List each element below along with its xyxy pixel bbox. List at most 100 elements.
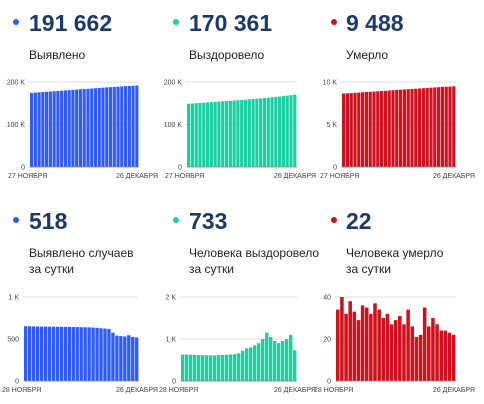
chart-bar [86,88,90,167]
chart-bar [447,332,452,381]
daily-recovered-label-line1: Человека выздоровело [189,246,320,260]
chart-bar [48,91,52,167]
chart-bar [245,348,249,381]
chart-bar [251,99,255,167]
chart-bar [357,92,361,167]
chart-bar [243,99,248,167]
chart-bar [395,89,399,167]
chart-bar [249,347,253,381]
chart-bar [414,88,418,167]
chart-bar [439,330,443,381]
y-tick-label: 100 K [7,122,26,129]
daily-died-label-line1: Человека умерло [346,246,444,260]
chart-bar [429,87,433,167]
chart-bar [194,103,198,167]
chart-bar [269,336,273,381]
chart-bar [232,100,236,167]
chart-bar [87,327,91,381]
chart-bar [352,311,357,381]
chart-bar [265,332,269,381]
chart-bar [293,94,297,167]
chart-bar [187,103,191,167]
chart-bar [270,97,274,167]
chart-bar [37,92,41,167]
chart-bar [406,89,410,167]
chart-bar [59,326,64,381]
chart-bar [383,90,387,167]
y-tick-label: 0 [21,165,25,172]
chart-bar [209,102,213,167]
y-tick-label: 500 [7,337,19,344]
chart-bar [197,354,201,381]
chart-bar [181,354,185,381]
chart-bar [127,335,131,381]
chart-bar [99,328,103,381]
chart-bar [105,87,109,167]
x-tick-label-start: 27 НОЯБРЯ [320,173,359,180]
chart-bar [198,102,202,167]
chart-bar [120,86,124,167]
chart-bar [131,85,135,167]
chart-bar [421,88,425,167]
chart-bar [185,354,189,381]
bullet-dot [173,19,179,25]
chart-bar [217,355,221,381]
x-tick-label-start: 28 НОЯБРЯ [2,387,41,394]
chart-bar [356,320,361,381]
chart-bar [406,309,410,381]
chart-bar [60,90,64,167]
chart-bar [418,88,422,167]
y-tick-label: 40 [323,295,331,302]
chart-bar [56,90,60,167]
chart-bar [443,330,448,381]
chart-bar [427,326,431,381]
chart-bar [30,92,34,167]
chart-bar [364,307,369,381]
chart-bar [377,309,381,381]
x-tick-label-start: 28 НОЯБРЯ [159,387,198,394]
chart-bar [90,88,94,167]
chart-bar [221,101,225,167]
chart-bar [410,88,414,167]
chart-bar [399,89,403,167]
chart-bar [71,326,75,381]
chart-bar [91,327,95,381]
chart-bar [229,354,233,381]
chart-bar [47,326,52,381]
chart-bar [63,326,68,381]
chart-bar [380,91,384,167]
chart-bar [201,355,205,381]
chart-bar [35,326,40,381]
chart-bar [361,92,365,167]
chart-bar [444,86,448,167]
chart-bar [345,93,349,167]
chart-bar [193,354,197,381]
y-tick-label: 200 K [7,80,26,87]
chart-bar [213,101,217,167]
chart-bar [368,91,372,167]
chart-bar [431,318,435,381]
chart-bar [349,93,353,167]
chart-bar [116,86,120,167]
chart-bar [225,354,229,381]
chart-bar [112,86,116,167]
y-tick-label: 5 K [326,122,337,129]
chart-bar [261,339,265,381]
chart-bar [205,102,210,167]
chart-bar [115,335,119,381]
chart-bar [414,336,419,381]
chart-bar [224,101,229,167]
chart-bar [119,336,123,381]
chart-bar [83,327,87,381]
chart-bar [451,334,456,381]
daily-detected-value: 518 [29,208,68,234]
x-tick-label-start: 27 НОЯБРЯ [165,173,204,180]
chart-bar [381,318,386,381]
chart-bar [391,90,395,167]
y-tick-label: 10 K [323,80,338,87]
chart-bar [336,309,340,381]
chart-bar [364,92,368,167]
